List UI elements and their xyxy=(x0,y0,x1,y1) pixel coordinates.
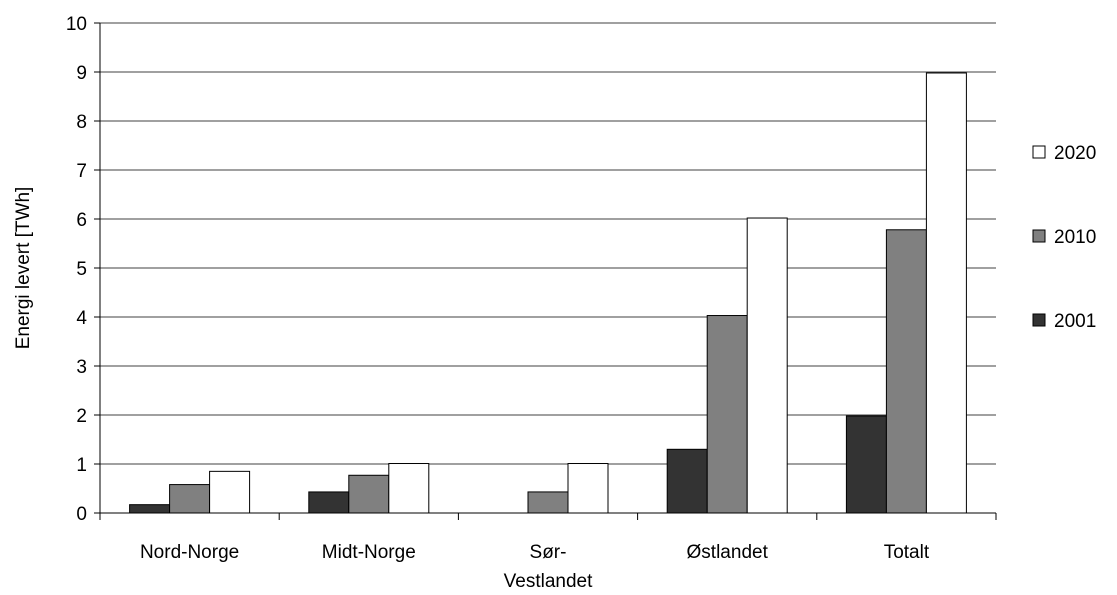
y-tick-label: 2 xyxy=(76,406,87,427)
bar-2001 xyxy=(129,504,171,514)
y-tick-label: 6 xyxy=(76,210,87,231)
x-category-label: Nord-Norge xyxy=(140,542,239,563)
y-tick-label: 4 xyxy=(76,308,87,329)
bar-2020 xyxy=(388,463,430,514)
y-tick-label: 5 xyxy=(76,259,87,280)
bar-2010 xyxy=(527,491,569,514)
legend-swatch-2010 xyxy=(1032,229,1046,243)
legend-swatch-2020 xyxy=(1032,145,1046,159)
bar-2001 xyxy=(666,448,708,514)
y-tick-label: 9 xyxy=(76,63,87,84)
y-tick-label: 7 xyxy=(76,161,87,182)
x-category-label: Vestlandet xyxy=(504,571,593,592)
x-category-label: Totalt xyxy=(884,542,930,563)
x-category-label: Østlandet xyxy=(687,542,769,563)
legend-swatch-2001 xyxy=(1032,313,1046,327)
bar-2010 xyxy=(706,315,748,514)
y-tick-labels: 0 1 2 3 4 5 6 7 8 9 10 xyxy=(66,14,88,525)
y-tick-label: 1 xyxy=(76,455,87,476)
bar-2010 xyxy=(885,229,927,514)
y-tick-label: 10 xyxy=(66,14,87,35)
bar-2010 xyxy=(169,484,211,514)
bar-2020 xyxy=(209,470,251,514)
x-category-labels: Nord-Norge Midt-Norge Sør- Vestlandet Østlan… xyxy=(140,542,930,592)
y-axis-label: Energi levert [TWh] xyxy=(13,187,34,350)
bar-2020 xyxy=(746,217,788,514)
gridlines xyxy=(100,22,996,465)
legend: 2020 2010 2001 xyxy=(1032,143,1096,332)
bar-2020 xyxy=(567,463,609,514)
bar-2001 xyxy=(308,491,350,514)
bar-2010 xyxy=(348,474,390,514)
y-tick-label: 0 xyxy=(76,504,87,525)
x-category-label: Midt-Norge xyxy=(322,542,416,563)
y-tick-label: 8 xyxy=(76,112,87,133)
bar-2020 xyxy=(925,72,967,514)
bars xyxy=(129,72,967,514)
x-category-label: Sør- xyxy=(530,542,567,563)
legend-label-2001: 2001 xyxy=(1054,311,1096,332)
legend-label-2020: 2020 xyxy=(1054,143,1096,164)
bar-2001 xyxy=(845,415,887,514)
axes xyxy=(94,22,997,520)
y-tick-label: 3 xyxy=(76,357,87,378)
legend-label-2010: 2010 xyxy=(1054,227,1096,248)
